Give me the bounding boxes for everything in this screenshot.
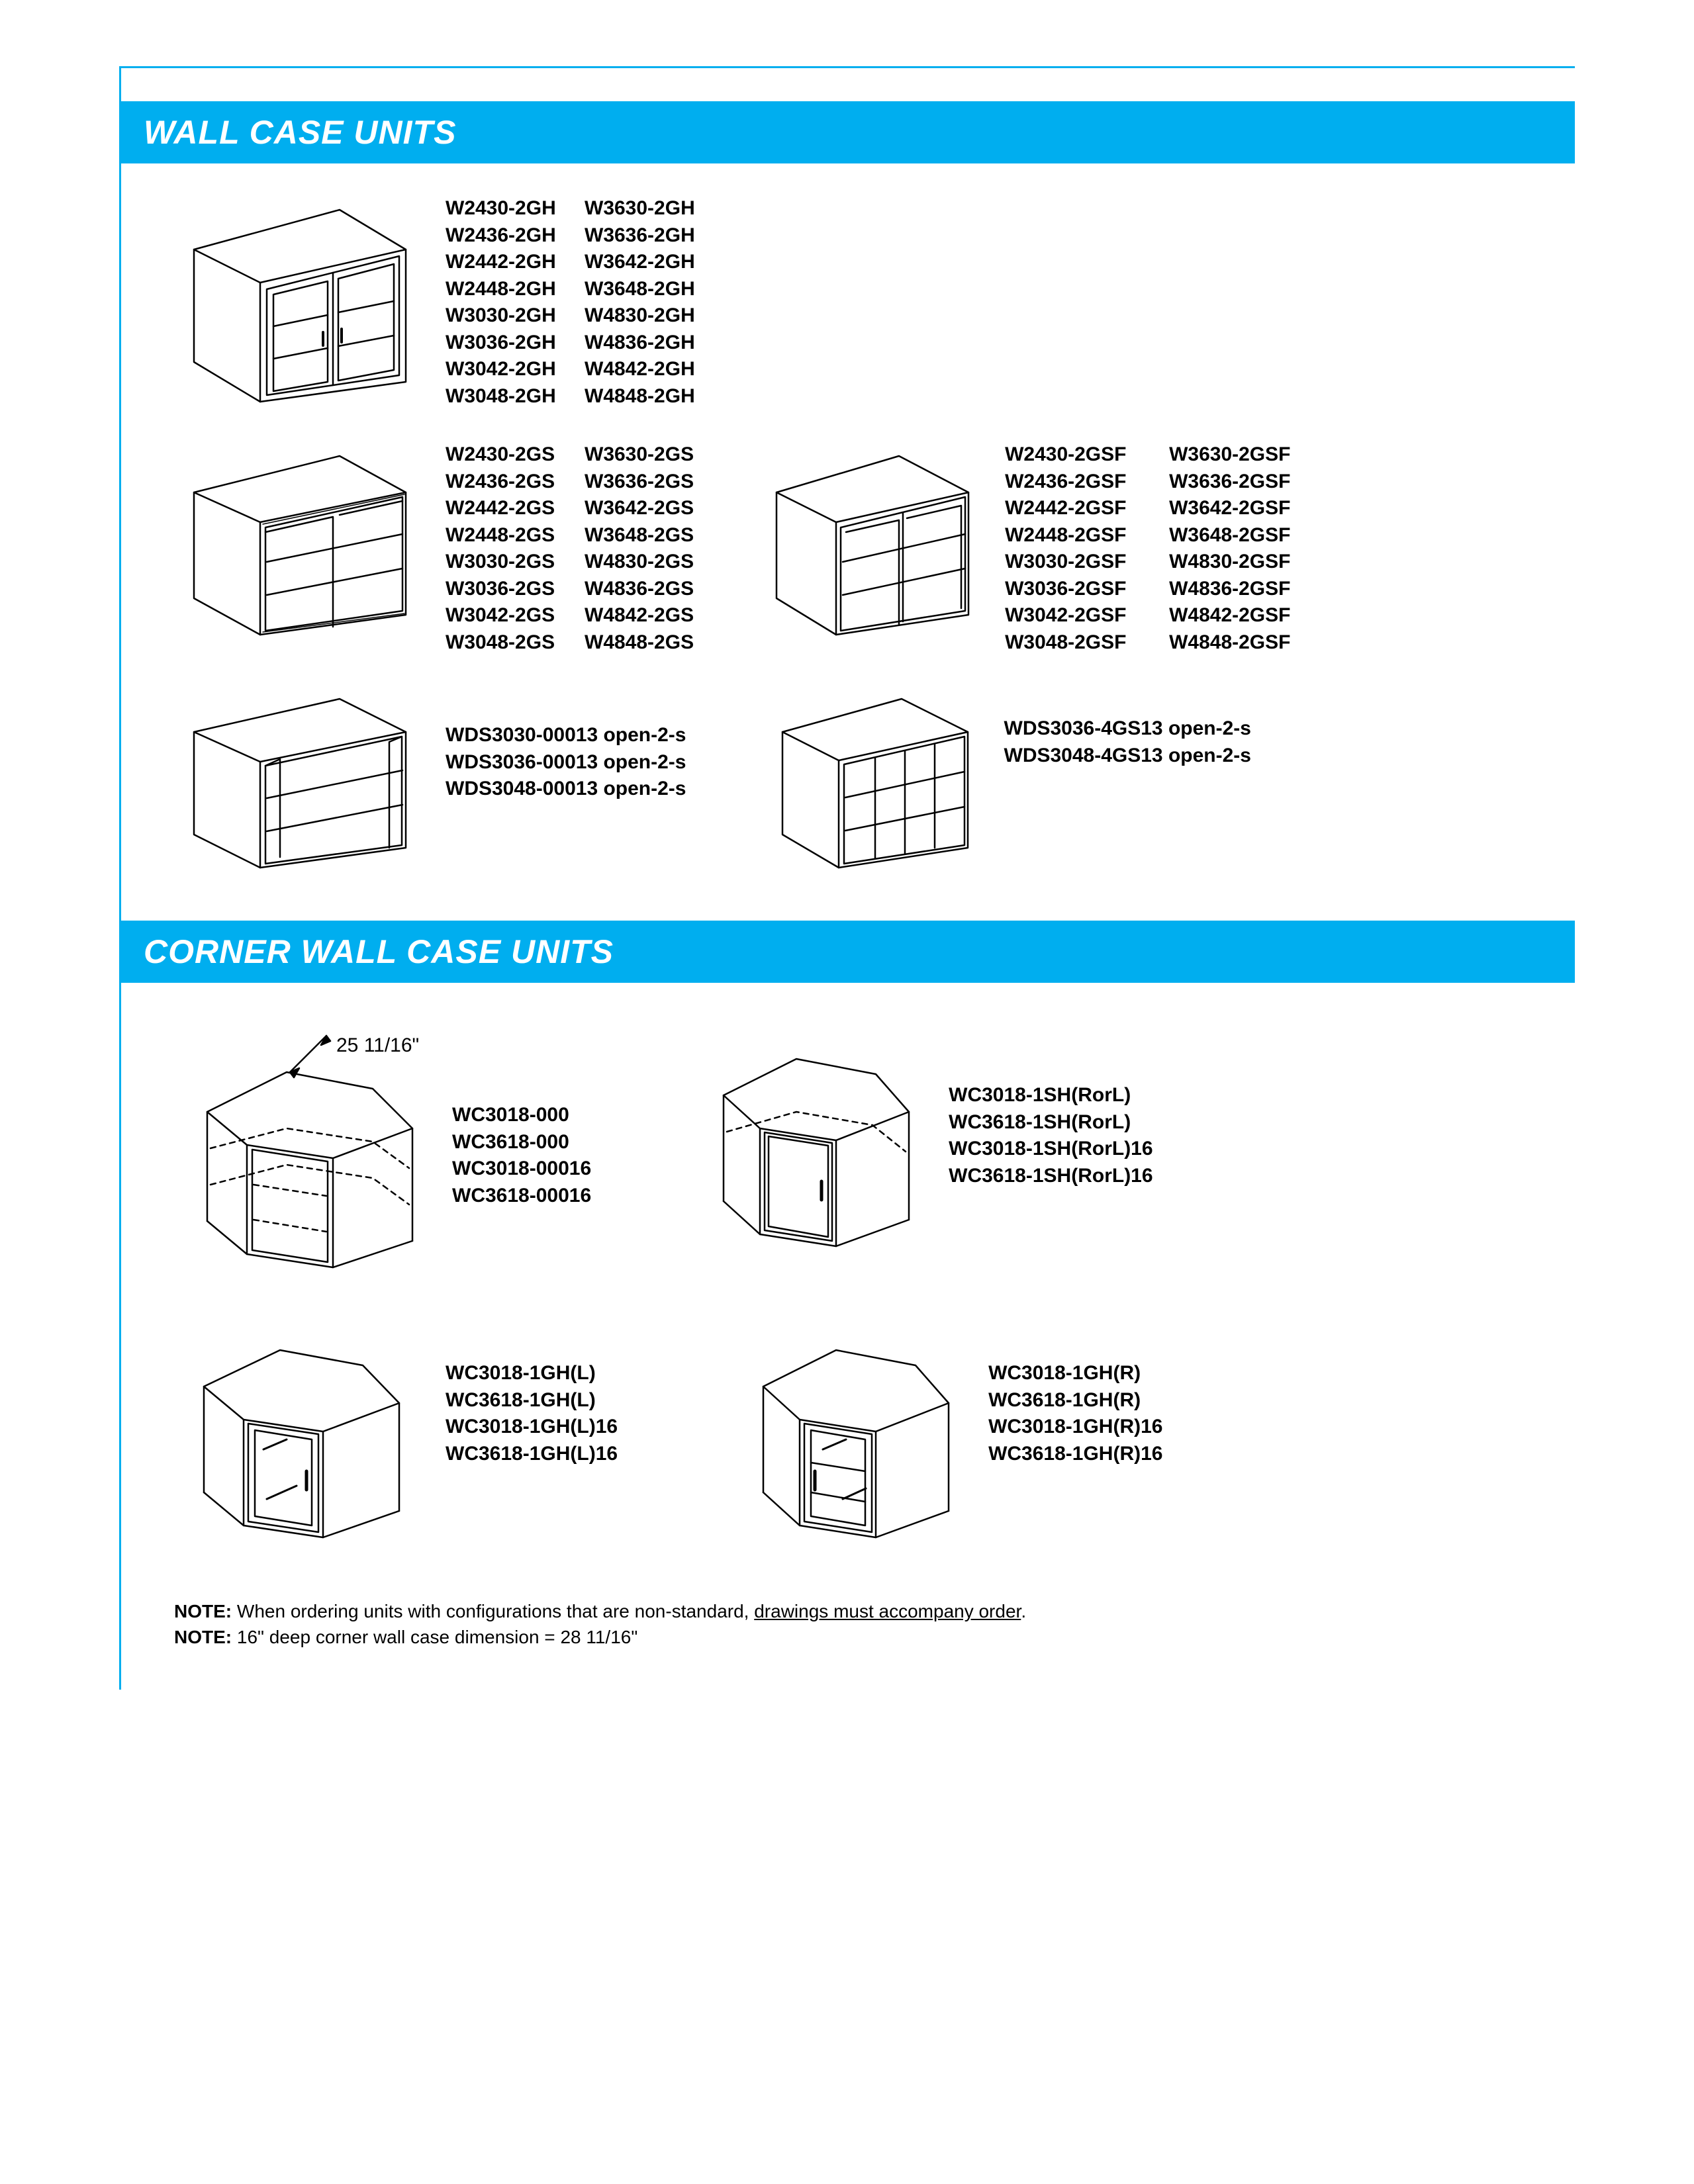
cabinet-open-drawing (174, 682, 426, 874)
footnotes: NOTE: When ordering units with configura… (121, 1578, 1575, 1650)
corner-1ghl-labels: WC3018-1GH(L) WC3618-1GH(L) WC3018-1GH(L… (446, 1314, 618, 1467)
section-header-wall: WALL CASE UNITS (121, 101, 1575, 163)
note1-text: When ordering units with configurations … (232, 1601, 754, 1621)
corner-1sh-labels: WC3018-1SH(RorL) WC3618-1SH(RorL) WC3018… (949, 1023, 1153, 1189)
gs-labels: W2430-2GSW3630-2GS W2436-2GSW3636-2GS W2… (446, 436, 694, 656)
open-labels: WDS3030-00013 open-2-s WDS3036-00013 ope… (446, 682, 686, 803)
section2-content: 25 11/16" WC3018-000 WC3618-000 WC3018-0… (121, 983, 1575, 1552)
cabinet-4gs-drawing (766, 682, 984, 874)
4gs-labels: WDS3036-4GS13 open-2-s WDS3048-4GS13 ope… (1004, 682, 1251, 769)
corner-000-labels: WC3018-000 WC3618-000 WC3018-00016 WC361… (452, 1023, 591, 1209)
note1-suffix: . (1021, 1601, 1026, 1621)
gsf-labels: W2430-2GSFW3630-2GSF W2436-2GSFW3636-2GS… (1005, 436, 1290, 656)
corner-1sh-drawing (697, 1023, 935, 1261)
cabinet-gsf-drawing (760, 436, 985, 641)
gh-labels: W2430-2GHW3630-2GH W2436-2GHW3636-2GH W2… (446, 190, 695, 410)
note1-underlined: drawings must accompany order (754, 1601, 1021, 1621)
section1-content: W2430-2GHW3630-2GH W2436-2GHW3636-2GH W2… (121, 163, 1575, 874)
section-header-corner: CORNER WALL CASE UNITS (121, 921, 1575, 983)
corner-000-drawing: 25 11/16" (174, 1023, 452, 1287)
dimension-label: 25 11/16" (336, 1034, 419, 1057)
cabinet-gs-drawing (174, 436, 426, 641)
corner-1ghr-labels: WC3018-1GH(R) WC3618-1GH(R) WC3018-1GH(R… (988, 1314, 1162, 1467)
corner-1ghl-drawing (174, 1314, 439, 1552)
catalog-page: WALL CASE UNITS (119, 66, 1575, 1690)
note2-text: 16" deep corner wall case dimension = 28… (232, 1627, 637, 1647)
cabinet-gh-drawing (174, 190, 426, 408)
note2-prefix: NOTE: (174, 1627, 232, 1647)
note1-prefix: NOTE: (174, 1601, 232, 1621)
corner-1ghr-drawing (737, 1314, 975, 1552)
